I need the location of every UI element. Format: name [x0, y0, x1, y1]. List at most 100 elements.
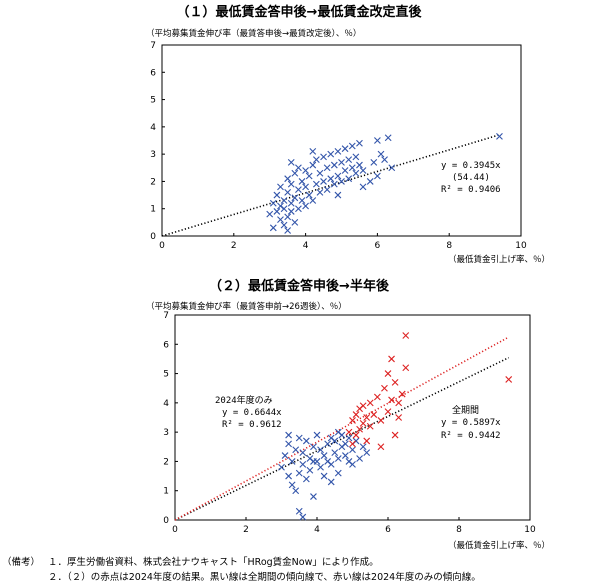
chart1-point-s0 — [284, 175, 292, 183]
chart1-point-s0 — [341, 145, 349, 153]
chart2-point-s0 — [295, 507, 303, 515]
chart1-point-s0 — [316, 188, 324, 196]
chart2-point-s0 — [310, 443, 317, 451]
chart2-point-s0 — [349, 446, 356, 454]
chart2-point-s0 — [334, 455, 342, 462]
chart1-point-s0 — [302, 183, 309, 191]
chart2-point-s0 — [317, 446, 324, 454]
chart2-point-s0 — [292, 487, 300, 495]
chart2-point-s0 — [295, 469, 303, 477]
chart1-point-s0 — [334, 148, 342, 155]
chart2-plot-frame — [174, 314, 531, 521]
chart2-xtick-label: 10 — [524, 525, 536, 535]
chart1-point-s0 — [269, 224, 277, 232]
chart2-point-s0 — [324, 440, 332, 448]
chart1-point-s0 — [356, 139, 363, 147]
chart2-trendline-0 — [174, 356, 510, 521]
chart1-point-s0 — [291, 194, 299, 202]
chart2-point-s1 — [384, 408, 392, 416]
chart2-point-s1 — [356, 425, 363, 433]
chart1-r2: R² = 0.9406 — [441, 185, 501, 195]
chart2-all-eq: y = 0.5897x — [441, 418, 501, 428]
chart2-point-s0 — [342, 440, 349, 448]
chart1-point-s0 — [345, 156, 353, 163]
chart2-point-s0 — [281, 452, 289, 459]
chart1-point-s0 — [352, 169, 360, 177]
chart1-ytick-label: 4 — [150, 123, 156, 133]
chart1-point-s0 — [273, 191, 281, 199]
chart1-trendline-0 — [161, 134, 500, 237]
chart1-point-s0 — [273, 208, 281, 215]
chart1-ytick-label: 0 — [150, 232, 156, 242]
chart2-ytick-label: 5 — [163, 370, 169, 380]
chart1-point-s0 — [338, 158, 345, 166]
chart2-point-s0 — [320, 472, 328, 480]
chart2-point-s0 — [299, 449, 307, 457]
chart2-point-s1 — [391, 431, 399, 439]
chart1-point-s0 — [330, 161, 338, 169]
chart1-xtick-label: 4 — [303, 241, 309, 251]
chart2-point-s0 — [313, 431, 321, 439]
chart1-point-s0 — [291, 169, 299, 177]
chart2-point-s0 — [327, 460, 335, 468]
chart1-point-s0 — [327, 175, 335, 183]
chart2-point-s1 — [366, 422, 374, 430]
chart2-point-s0 — [299, 513, 307, 521]
chart2-point-s0 — [292, 446, 300, 454]
chart2-ytick-label: 7 — [163, 311, 169, 321]
chart1-point-s0 — [312, 156, 320, 163]
chart1-point-s0 — [277, 216, 284, 224]
chart1-point-s0 — [305, 191, 313, 199]
chart1-point-s0 — [370, 158, 378, 166]
chart2-point-s1 — [377, 417, 385, 424]
chart2-point-s0 — [320, 452, 328, 459]
chart1-point-s0 — [280, 205, 288, 213]
chart1-point-s0 — [305, 172, 313, 180]
chart1-xtick-label: 10 — [515, 241, 527, 251]
chart2-point-s1 — [370, 411, 378, 418]
notes-line2: ２．（２）の赤点は2024年度の結果。黒い線は全期間の傾向線で、赤い線は2024… — [48, 571, 481, 583]
chart2-point-s1 — [388, 355, 395, 363]
chart2-point-s1 — [349, 417, 356, 424]
chart2-point-s1 — [402, 364, 410, 372]
notes-label: （備考） — [2, 556, 40, 568]
chart1-tvalue: (54.44) — [452, 173, 490, 183]
chart1-ytick-label: 7 — [150, 41, 156, 51]
chart1-xtick-label: 6 — [375, 241, 381, 251]
chart1-point-s0 — [374, 172, 381, 180]
chart1-point-s0 — [320, 178, 327, 185]
chart2-point-s0 — [331, 437, 339, 445]
chart2-point-s0 — [327, 478, 335, 486]
chart2-red-title: 2024年度のみ — [215, 394, 273, 406]
chart1-eq: y = 0.3945x — [441, 161, 501, 171]
chart1-point-s0 — [302, 167, 309, 174]
chart2-point-s0 — [363, 449, 371, 457]
chart2-point-s0 — [295, 434, 303, 442]
chart2-point-s0 — [288, 458, 296, 465]
chart1-point-s0 — [269, 199, 277, 207]
chart1-point-s0 — [277, 183, 284, 191]
chart2-point-s1 — [381, 384, 388, 392]
chart2-point-s1 — [505, 376, 513, 383]
chart1-point-s0 — [298, 197, 306, 204]
chart1-title: （１）最低賃金答申後→最低賃金改定直後 — [177, 4, 423, 20]
chart1-point-s0 — [338, 178, 345, 185]
chart1-point-s0 — [327, 150, 335, 158]
chart2-xtick-label: 0 — [172, 525, 178, 535]
chart1-point-s0 — [309, 148, 317, 155]
chart1-ytick-label: 5 — [150, 96, 156, 106]
chart1-point-s0 — [284, 188, 292, 196]
chart2-point-s0 — [331, 449, 339, 457]
chart2-point-s1 — [395, 414, 403, 421]
chart1-point-s0 — [366, 178, 374, 185]
chart2-point-s0 — [306, 466, 314, 474]
chart2-point-s1 — [363, 414, 371, 421]
chart1-ytick-label: 3 — [150, 150, 156, 160]
chart2-ytick-label: 2 — [163, 457, 169, 467]
chart2-all-title: 全期間 — [452, 404, 479, 416]
chart2-xtick-label: 6 — [385, 525, 391, 535]
chart2-point-s1 — [402, 332, 410, 339]
chart2-point-s1 — [395, 399, 403, 407]
chart2-point-s1 — [345, 428, 353, 436]
